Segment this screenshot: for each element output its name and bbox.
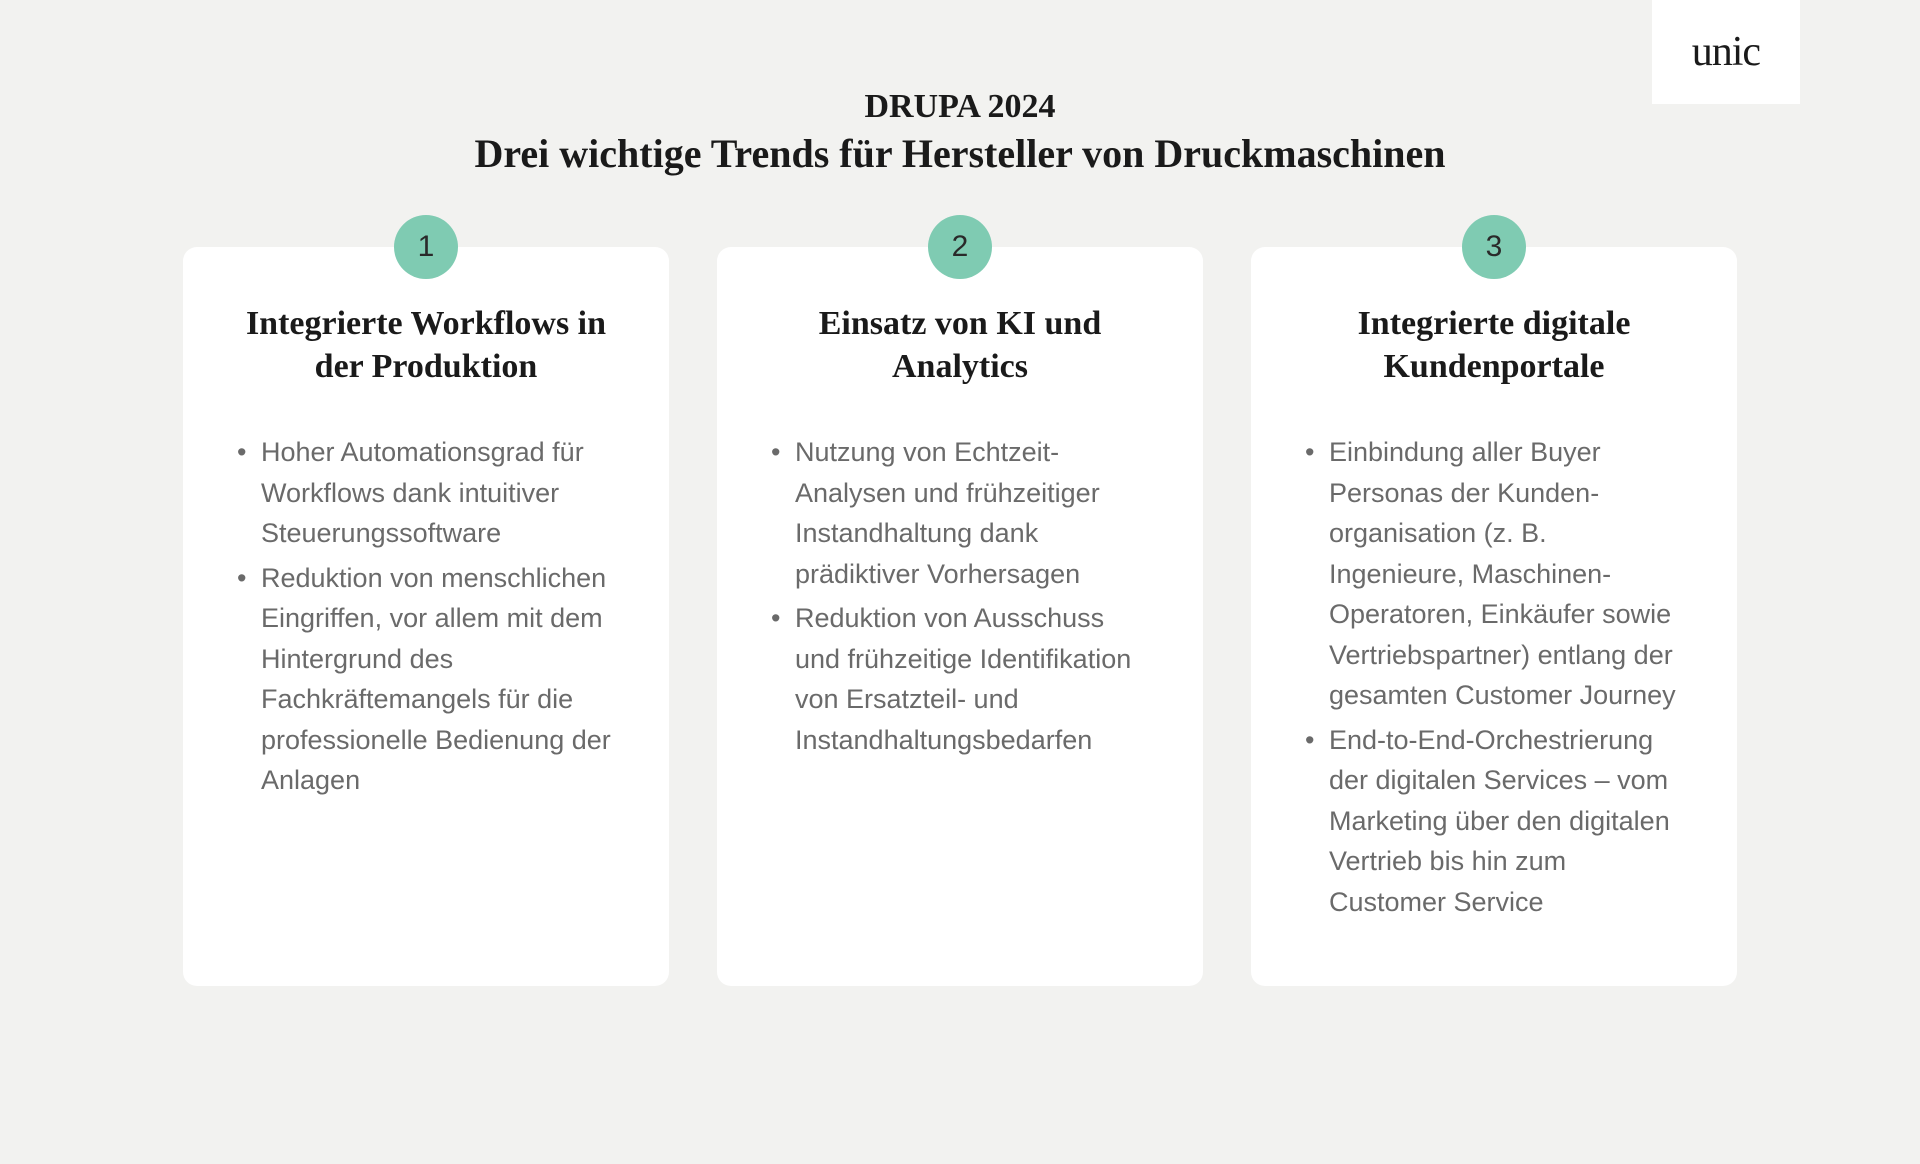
- list-item: Nutzung von Echtzeit-Analysen und frühze…: [765, 432, 1155, 594]
- page-header: DRUPA 2024 Drei wichtige Trends für Hers…: [0, 0, 1920, 247]
- card-number-badge: 2: [928, 215, 992, 279]
- trend-card-1: 1 Integrierte Workflows in der Produktio…: [183, 247, 669, 986]
- header-eyebrow: DRUPA 2024: [0, 88, 1920, 126]
- brand-logo: unic: [1652, 0, 1800, 104]
- card-number: 2: [952, 230, 969, 264]
- card-number-badge: 3: [1462, 215, 1526, 279]
- cards-container: 1 Integrierte Workflows in der Produktio…: [0, 247, 1920, 986]
- list-item: Einbindung aller Buyer Personas der Kund…: [1299, 432, 1689, 716]
- card-title: Einsatz von KI und Analytics: [765, 303, 1155, 388]
- card-number: 3: [1486, 230, 1503, 264]
- card-bullet-list: Hoher Automationsgrad für Workflows dank…: [231, 432, 621, 801]
- list-item: Hoher Automationsgrad für Workflows dank…: [231, 432, 621, 554]
- card-number: 1: [418, 230, 435, 264]
- card-title: Integrierte digitale Kundenportale: [1299, 303, 1689, 388]
- card-title: Integrierte Workflows in der Produktion: [231, 303, 621, 388]
- card-bullet-list: Nutzung von Echtzeit-Analysen und frühze…: [765, 432, 1155, 760]
- card-bullet-list: Einbindung aller Buyer Personas der Kund…: [1299, 432, 1689, 922]
- header-title: Drei wichtige Trends für Hersteller von …: [0, 130, 1920, 177]
- trend-card-2: 2 Einsatz von KI und Analytics Nutzung v…: [717, 247, 1203, 986]
- list-item: Reduktion von menschlichen Eingriffen, v…: [231, 558, 621, 801]
- brand-logo-text: unic: [1692, 29, 1760, 75]
- list-item: Reduktion von Ausschuss und frühzeitige …: [765, 598, 1155, 760]
- card-number-badge: 1: [394, 215, 458, 279]
- trend-card-3: 3 Integrierte digitale Kundenportale Ein…: [1251, 247, 1737, 986]
- list-item: End-to-End-Orchestrierung der digitalen …: [1299, 720, 1689, 923]
